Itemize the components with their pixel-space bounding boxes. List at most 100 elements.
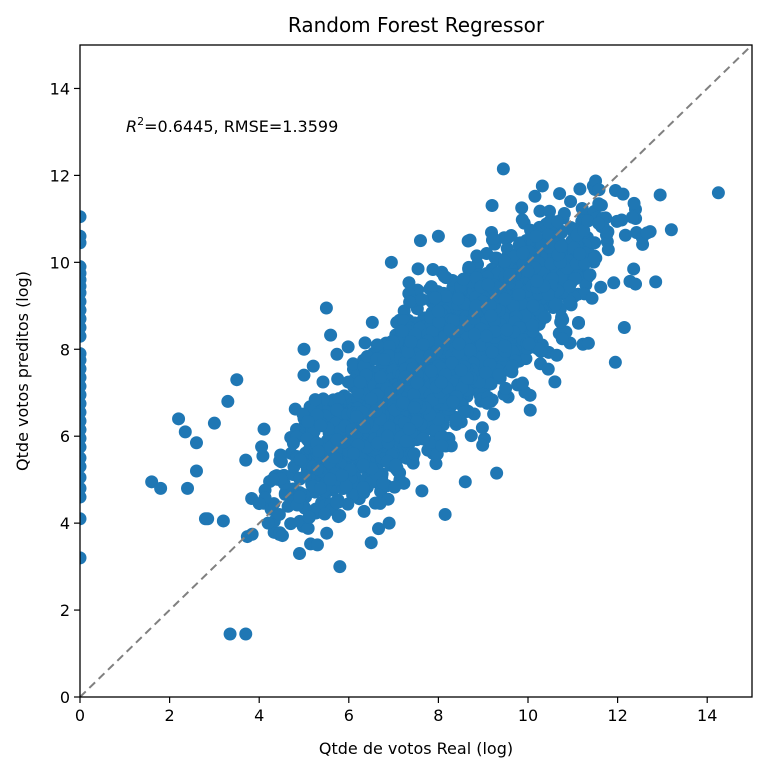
scatter-point [286, 436, 300, 450]
scatter-point [341, 375, 355, 389]
scatter-point-x0 [80, 236, 87, 250]
scatter-point [446, 395, 460, 409]
scatter-point [330, 433, 344, 447]
scatter-point [530, 274, 544, 288]
x-axis-label: Qtde de votos Real (log) [319, 739, 513, 758]
scatter-point [335, 468, 349, 482]
scatter-point [498, 339, 512, 353]
scatter-point [522, 337, 536, 351]
scatter-point [370, 338, 384, 352]
scatter-point [389, 458, 403, 472]
scatter-point [476, 438, 490, 452]
scatter-point [437, 269, 451, 283]
scatter-point [345, 423, 359, 437]
scatter-point [351, 385, 365, 399]
scatter-point [608, 355, 622, 369]
scatter-point [341, 340, 355, 354]
scatter-point [443, 323, 457, 337]
scatter-point [452, 337, 466, 351]
scatter-point [457, 405, 471, 419]
scatter-point [554, 239, 568, 253]
scatter-point [154, 481, 168, 495]
scatter-point [381, 429, 395, 443]
scatter-point [330, 496, 344, 510]
scatter-point-x0 [80, 512, 87, 526]
scatter-point [512, 288, 526, 302]
scatter-point [585, 291, 599, 305]
scatter-point [583, 268, 597, 282]
scatter-point-x0 [80, 490, 87, 504]
scatter-point [627, 196, 641, 210]
scatter-point [533, 204, 547, 218]
scatter-point [407, 447, 421, 461]
scatter-point [395, 324, 409, 338]
y-tick-label: 10 [50, 253, 70, 272]
scatter-point [451, 292, 465, 306]
scatter-point [481, 278, 495, 292]
scatter-point [592, 197, 606, 211]
y-tick-label: 6 [60, 427, 70, 446]
scatter-point [401, 345, 415, 359]
scatter-point [554, 315, 568, 329]
scatter-point [407, 401, 421, 415]
y-tick-label: 4 [60, 514, 70, 533]
scatter-point [331, 372, 345, 386]
scatter-point [377, 352, 391, 366]
scatter-point [485, 345, 499, 359]
scatter-point [434, 375, 448, 389]
scatter-point [245, 527, 259, 541]
scatter-point [516, 246, 530, 260]
y-axis: 0 2 4 6 8 10 12 14 [50, 79, 80, 707]
scatter-point [428, 291, 442, 305]
scatter-point [463, 343, 477, 357]
scatter-point [360, 349, 374, 363]
scatter-point [617, 321, 631, 335]
x-tick-label: 8 [433, 706, 443, 725]
scatter-point [591, 216, 605, 230]
r2-symbol: R [126, 117, 137, 136]
scatter-point [318, 507, 332, 521]
scatter-point [523, 403, 537, 417]
scatter-point [298, 469, 312, 483]
scatter-point [388, 480, 402, 494]
scatter-point [711, 186, 725, 200]
scatter-point [563, 279, 577, 293]
scatter-point [627, 262, 641, 276]
scatter-point [293, 453, 307, 467]
scatter-point [207, 416, 221, 430]
scatter-point [356, 480, 370, 494]
scatter-point [371, 436, 385, 450]
scatter-point [331, 510, 345, 524]
scatter-point [444, 439, 458, 453]
scatter-point [625, 210, 639, 224]
scatter-point [573, 182, 587, 196]
scatter-point [490, 466, 504, 480]
scatter-point [178, 425, 192, 439]
scatter-point [252, 497, 266, 511]
scatter-point [301, 414, 315, 428]
scatter-point [297, 368, 311, 382]
scatter-point [216, 514, 230, 528]
scatter-point [399, 434, 413, 448]
scatter-point [313, 481, 327, 495]
scatter-point [365, 315, 379, 329]
scatter-point [435, 439, 449, 453]
scatter-point [403, 295, 417, 309]
scatter-point [261, 516, 275, 530]
scatter-point [515, 376, 529, 390]
scatter-point [526, 299, 540, 313]
scatter-point [592, 183, 606, 197]
scatter-point [480, 396, 494, 410]
scatter-point [464, 429, 478, 443]
y-tick-label: 12 [50, 166, 70, 185]
scatter-point [541, 228, 555, 242]
scatter-point [396, 396, 410, 410]
scatter-point [310, 538, 324, 552]
scatter-point-x0 [80, 551, 87, 565]
scatter-point [525, 318, 539, 332]
scatter-point [384, 386, 398, 400]
scatter-point [384, 255, 398, 269]
scatter-point [463, 233, 477, 247]
scatter-point-x0 [80, 440, 87, 454]
scatter-point [607, 276, 621, 290]
